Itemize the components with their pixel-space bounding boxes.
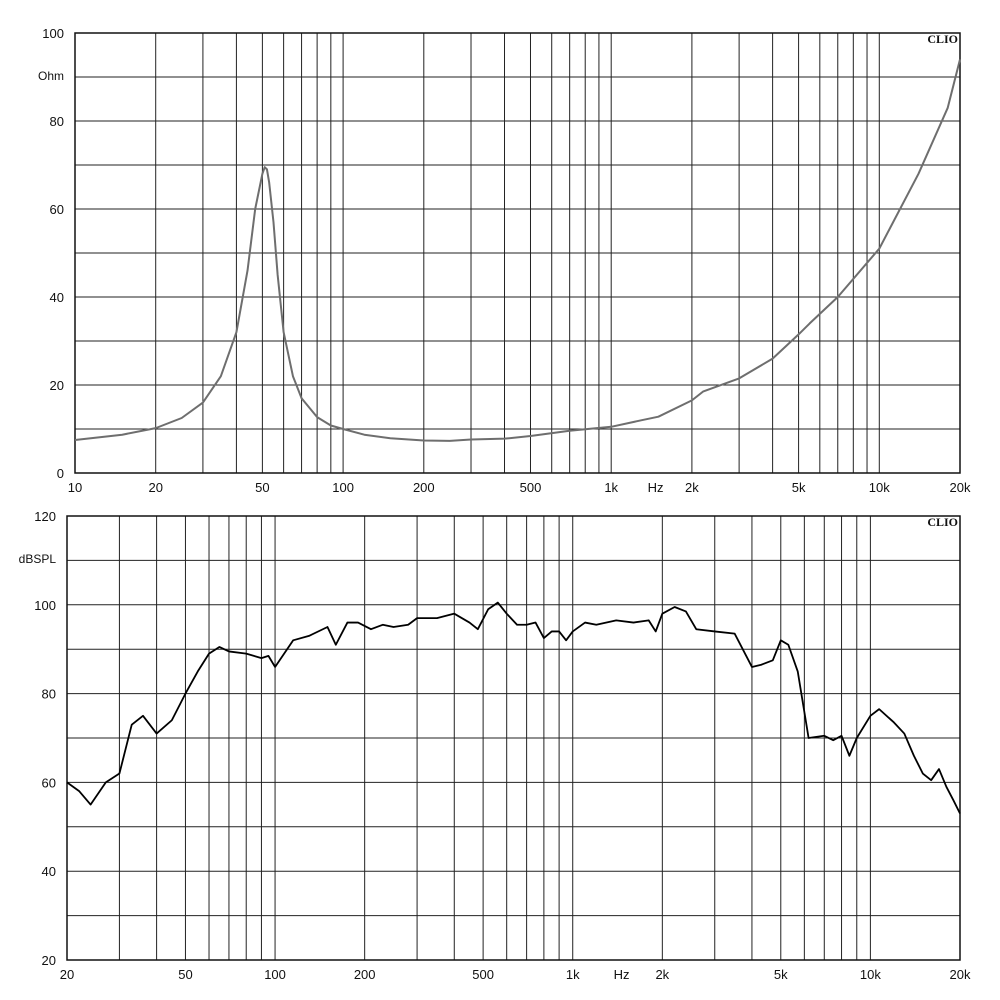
spl-x-tick-label: 100 — [264, 967, 286, 982]
impedance-x-tick-label: 20k — [950, 480, 971, 495]
spl-x-tick-label: 500 — [472, 967, 494, 982]
impedance-x-tick-label: 500 — [520, 480, 542, 495]
impedance-series-line — [74, 59, 961, 442]
spl-y-unit-label: dBSPL — [19, 552, 57, 566]
spl-y-tick-label: 60 — [42, 775, 56, 790]
spl-x-unit-label: Hz — [614, 967, 630, 982]
impedance-chart: 0 20 40 60 80 100 Ohm 10 20 50 100 200 500 1k 2k 5k 10k 2… — [38, 26, 971, 495]
spl-y-tick-label: 80 — [42, 687, 56, 702]
impedance-x-unit-label: Hz — [648, 480, 664, 495]
impedance-x-tick-label: 10k — [869, 480, 890, 495]
spl-x-tick-label: 5k — [774, 967, 788, 982]
spl-y-tick-label: 20 — [42, 953, 56, 968]
spl-brand-label: CLIO — [927, 515, 958, 529]
spl-x-tick-label: 20k — [950, 967, 971, 982]
spl-chart: 20 40 60 80 100 120 dBSPL 20 50 100 200 500 1k 2k 5k 10… — [19, 509, 971, 982]
impedance-x-tick-label: 20 — [148, 480, 162, 495]
impedance-y-tick-label: 0 — [57, 466, 64, 481]
impedance-y-tick-label: 100 — [42, 26, 64, 41]
impedance-x-tick-label: 50 — [255, 480, 269, 495]
spl-x-tick-label: 2k — [655, 967, 669, 982]
impedance-x-tick-label: 5k — [792, 480, 806, 495]
spl-y-tick-label: 120 — [34, 509, 56, 524]
impedance-x-tick-label: 10 — [68, 480, 82, 495]
impedance-x-tick-label: 200 — [413, 480, 435, 495]
impedance-x-tick-label: 1k — [604, 480, 618, 495]
impedance-y-tick-label: 20 — [50, 378, 64, 393]
spl-x-tick-label: 200 — [354, 967, 376, 982]
spl-y-tick-label: 100 — [34, 598, 56, 613]
spl-x-tick-label: 1k — [566, 967, 580, 982]
impedance-plot-border — [74, 32, 961, 474]
impedance-y-tick-label: 80 — [50, 114, 64, 129]
spl-series-line — [66, 601, 961, 814]
spl-x-tick-label: 10k — [860, 967, 881, 982]
impedance-y-tick-label: 60 — [50, 202, 64, 217]
impedance-x-tick-label: 2k — [685, 480, 699, 495]
impedance-brand-label: CLIO — [927, 32, 958, 46]
spl-x-tick-label: 50 — [178, 967, 192, 982]
impedance-y-tick-label: 40 — [50, 290, 64, 305]
impedance-x-tick-label: 100 — [332, 480, 354, 495]
spl-x-tick-label: 20 — [60, 967, 74, 982]
impedance-y-unit-label: Ohm — [38, 69, 64, 83]
spl-plot-border — [66, 515, 961, 961]
spl-y-tick-label: 40 — [42, 864, 56, 879]
